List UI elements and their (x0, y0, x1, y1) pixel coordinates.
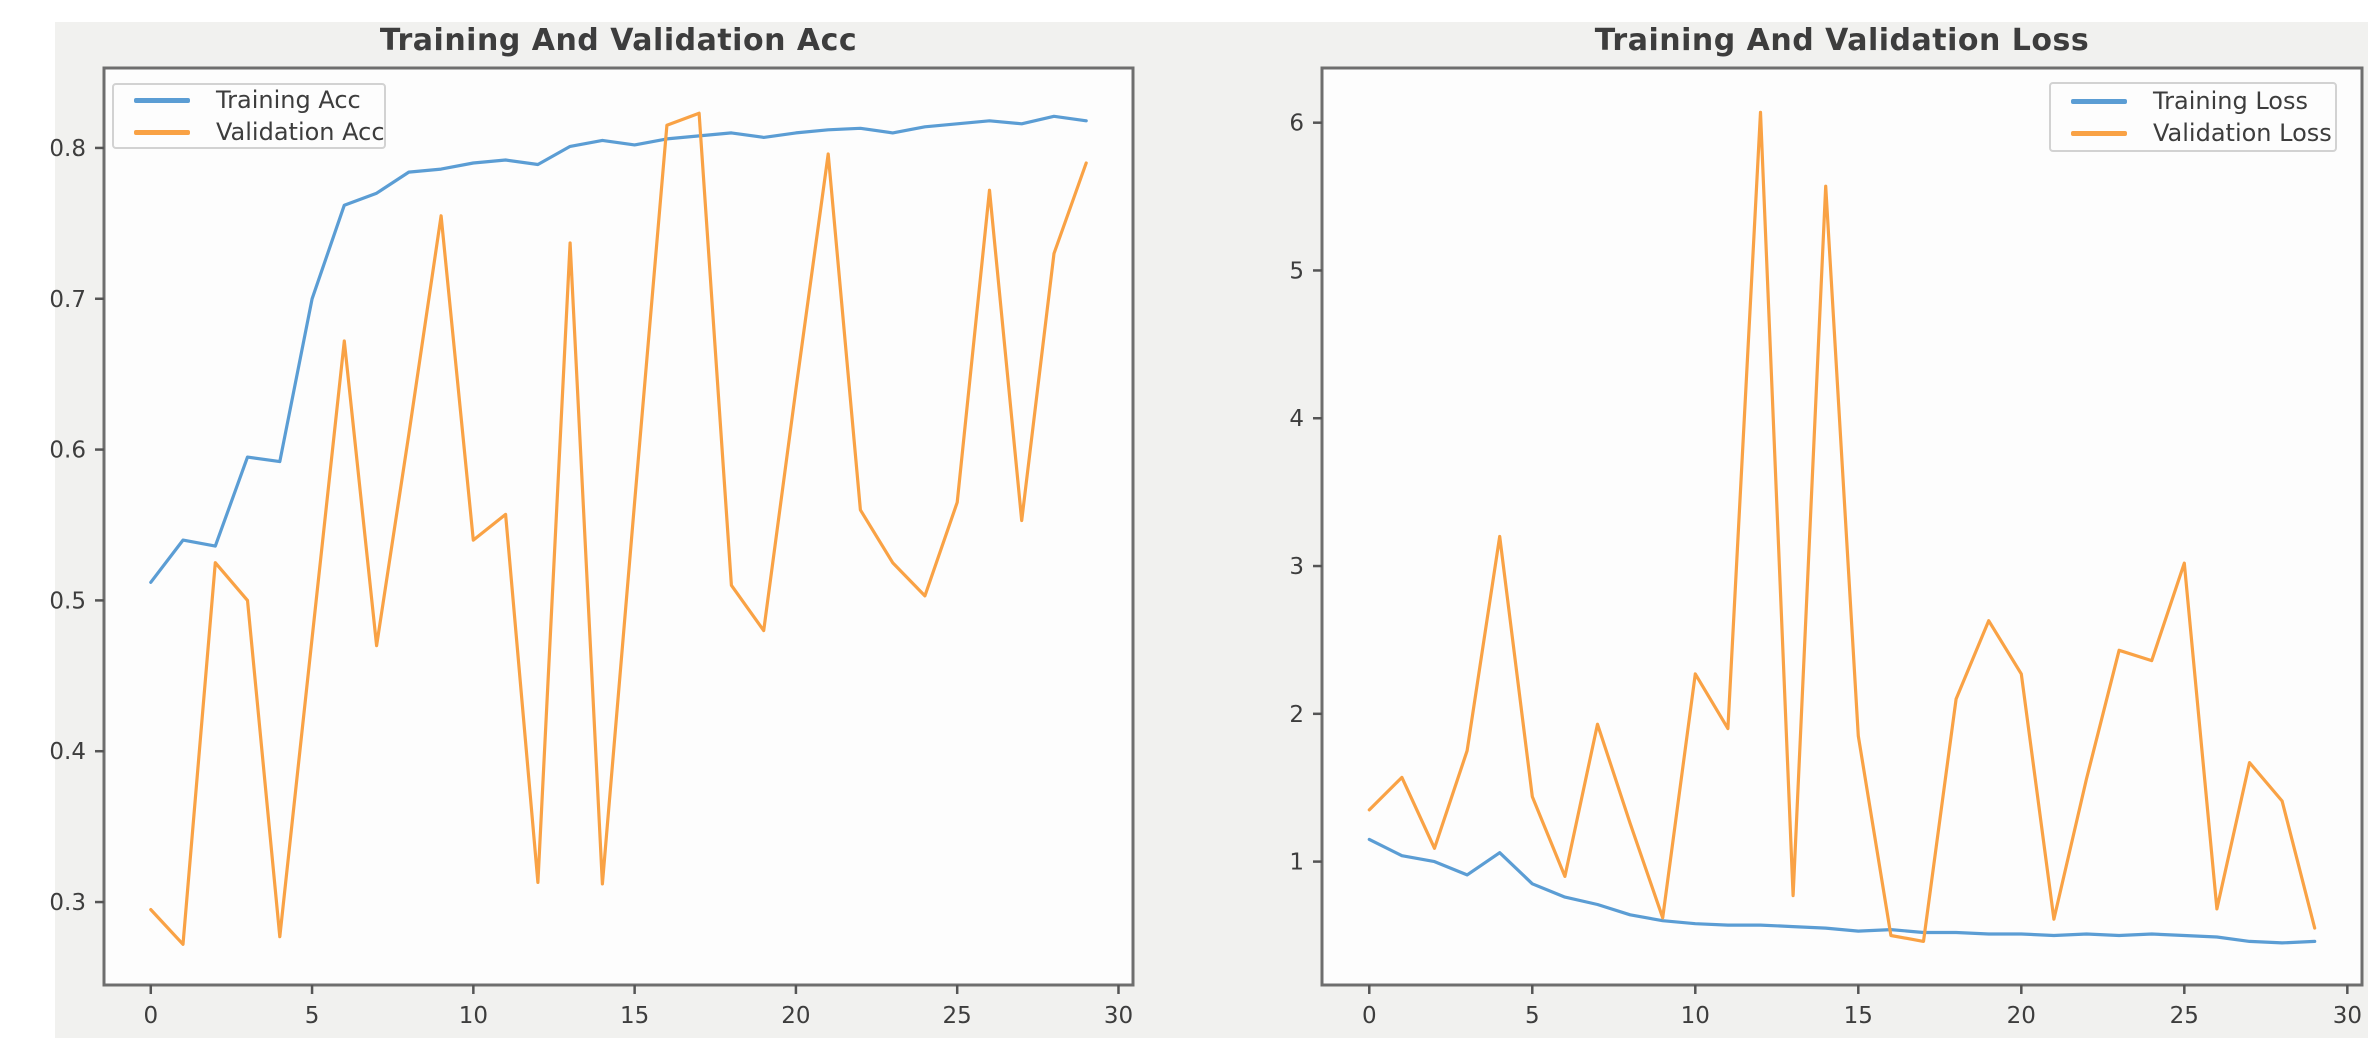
validation-acc-line (149, 111, 1088, 946)
x-tick-label: 15 (1844, 1003, 1873, 1029)
y-tick-label: 0.8 (49, 136, 86, 162)
y-tick-label: 6 (1289, 111, 1304, 137)
plot-area-1 (1320, 66, 2364, 987)
chart-title-loss: Training And Validation Loss (1594, 23, 2090, 58)
x-tick-label: 25 (2170, 1003, 2199, 1029)
legend-label-validation-loss: Validation Loss (2153, 119, 2332, 147)
x-tick-label: 30 (2333, 1003, 2362, 1029)
x-tick-label: 0 (143, 1003, 158, 1029)
x-tick-label: 15 (620, 1003, 649, 1029)
y-tick-label: 0.7 (49, 287, 86, 313)
y-tick-label: 3 (1289, 554, 1304, 580)
legend-label-training-acc: Training Acc (216, 86, 361, 114)
training-acc-line-swatch (134, 97, 190, 103)
training-acc-line (149, 114, 1088, 584)
legend-item-training-acc: Training Acc (114, 86, 384, 114)
legend-item-training-loss: Training Loss (2051, 87, 2335, 115)
x-tick-label: 20 (2007, 1003, 2036, 1029)
legend-item-validation-acc: Validation Acc (114, 118, 385, 146)
y-tick-label: 4 (1289, 406, 1304, 432)
chart-title-accuracy: Training And Validation Acc (379, 23, 858, 58)
legend-label-training-loss: Training Loss (2153, 87, 2308, 115)
y-tick-label: 0.3 (49, 890, 86, 916)
legend-loss: Training Loss Validation Loss (2049, 82, 2337, 152)
validation-loss-line (1367, 110, 2317, 944)
validation-acc-line-swatch (134, 129, 190, 135)
y-tick-label: 2 (1289, 702, 1304, 728)
y-tick-label: 0.4 (49, 739, 86, 765)
training-loss-line (1367, 837, 2317, 945)
x-tick-label: 5 (1525, 1003, 1540, 1029)
training-loss-line-swatch (2071, 98, 2127, 104)
y-tick-label: 0.5 (49, 588, 86, 614)
x-tick-label: 20 (781, 1003, 810, 1029)
legend-label-validation-acc: Validation Acc (216, 118, 385, 146)
validation-loss-line-swatch (2071, 130, 2127, 136)
y-tick-label: 5 (1289, 258, 1304, 284)
legend-item-validation-loss: Validation Loss (2051, 119, 2335, 147)
y-tick-label: 0.6 (49, 438, 86, 464)
x-tick-label: 10 (459, 1003, 488, 1029)
x-tick-label: 5 (305, 1003, 320, 1029)
x-tick-label: 10 (1681, 1003, 1710, 1029)
legend-accuracy: Training Acc Validation Acc (112, 83, 386, 149)
x-tick-label: 30 (1104, 1003, 1133, 1029)
x-tick-label: 0 (1362, 1003, 1377, 1029)
x-tick-label: 25 (943, 1003, 972, 1029)
y-tick-label: 1 (1289, 850, 1304, 876)
plot-area-0 (102, 66, 1135, 987)
